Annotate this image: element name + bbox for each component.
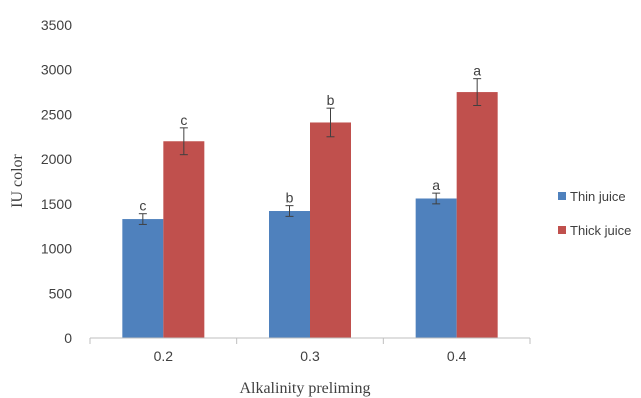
x-axis-title: Alkalinity preliming [239, 380, 370, 397]
significance-label: a [473, 63, 481, 79]
bar-thin-juice [122, 219, 164, 338]
y-axis-ticks: 0 500 1000 1500 2000 2500 3000 3500 [41, 17, 72, 346]
y-tick-label: 3500 [41, 17, 72, 33]
y-tick-label: 1000 [41, 241, 72, 257]
legend-label: Thin juice [570, 189, 626, 204]
x-tick-label: 0.2 [154, 348, 174, 364]
significance-label: c [180, 112, 187, 128]
bar-thin-juice [415, 198, 457, 338]
y-axis-title: IU color [9, 153, 26, 207]
y-tick-label: 0 [64, 330, 72, 346]
x-tick-label: 0.3 [300, 348, 320, 364]
legend: Thin juice Thick juice [558, 189, 631, 238]
y-tick-label: 1500 [41, 196, 72, 212]
significance-label: b [286, 190, 294, 206]
bar-thick-juice [456, 92, 498, 338]
x-tick-label: 0.4 [447, 348, 467, 364]
bar-thin-juice [269, 211, 310, 338]
significance-label: b [327, 92, 335, 108]
error-bars [138, 78, 482, 225]
legend-swatch [558, 192, 566, 200]
significance-labels: c c b b a a [139, 63, 481, 214]
bar-thick-juice [310, 122, 351, 338]
significance-label: a [432, 177, 440, 193]
x-axis-ticks: 0.2 0.3 0.4 [89, 338, 531, 364]
y-tick-label: 500 [49, 285, 73, 301]
legend-label: Thick juice [570, 223, 631, 238]
bar-thick-juice [163, 141, 205, 338]
y-tick-label: 3000 [41, 62, 72, 78]
significance-label: c [139, 198, 146, 214]
y-tick-label: 2500 [41, 106, 72, 122]
y-tick-label: 2000 [41, 151, 72, 167]
bars [122, 92, 498, 338]
legend-swatch [558, 226, 566, 234]
